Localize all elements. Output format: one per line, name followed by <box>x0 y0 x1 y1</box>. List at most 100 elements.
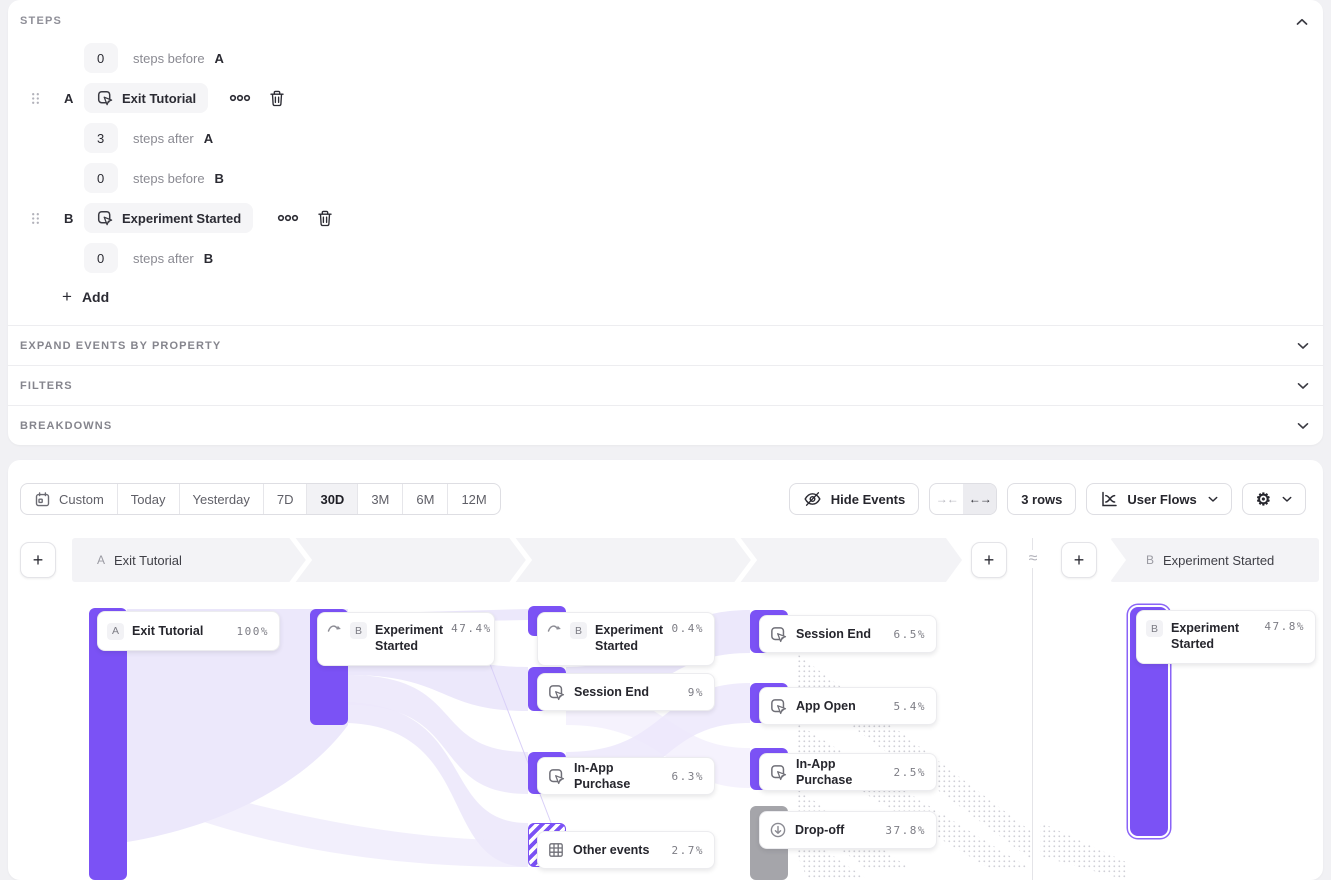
steps-after-a-input[interactable]: 3 <box>84 123 118 153</box>
gear-icon: ⚙ <box>1255 489 1271 509</box>
step-b-event-button[interactable]: Experiment Started <box>84 203 254 233</box>
steps-before-a-row: 0 steps before A <box>8 43 1323 73</box>
node-card-experiment-started-2[interactable]: B Experiment Started 0.4% <box>537 612 715 666</box>
steps-after-a-label: steps after A <box>133 130 214 146</box>
event-icon <box>97 90 113 106</box>
node-card-session-end[interactable]: Session End 9% <box>537 673 715 711</box>
step-a-more-button[interactable] <box>229 94 251 102</box>
node-card-experiment-started-final[interactable]: B Experiment Started 47.8% <box>1136 610 1316 664</box>
step-a-event-name: Exit Tutorial <box>122 90 197 106</box>
steps-before-a-input[interactable]: 0 <box>84 43 118 73</box>
drop-off-icon <box>769 821 787 839</box>
step-b-event-name: Experiment Started <box>122 210 242 226</box>
range-30d-selected[interactable]: 30D <box>307 484 359 514</box>
steps-after-b-row: 0 steps after B <box>8 243 1323 273</box>
node-card-drop-off[interactable]: Drop-off 37.8% <box>759 811 937 849</box>
kebab-icon <box>229 94 251 102</box>
range-custom[interactable]: Custom <box>21 484 118 514</box>
indirect-arrow-icon <box>547 622 562 633</box>
chevron-up-icon <box>1296 18 1308 25</box>
step-a-delete-button[interactable] <box>268 89 286 108</box>
indirect-arrow-icon <box>327 622 342 633</box>
trash-icon <box>318 210 332 226</box>
event-icon <box>97 210 113 226</box>
step-a-header-band[interactable]: A Exit Tutorial <box>72 538 962 582</box>
steps-before-b-input[interactable]: 0 <box>84 163 118 193</box>
user-flows-icon <box>1102 491 1118 507</box>
collapse-columns-button[interactable]: →← <box>935 492 959 506</box>
plus-icon: + <box>1073 549 1085 570</box>
settings-dropdown[interactable]: ⚙ <box>1241 483 1306 515</box>
step-b-delete-button[interactable] <box>316 209 334 228</box>
step-a-letter: A <box>64 90 74 106</box>
band-chevron-separators <box>72 538 962 582</box>
step-badge: B <box>570 622 587 639</box>
kebab-icon <box>277 214 299 222</box>
rows-count-button[interactable]: 3 rows <box>1007 483 1077 515</box>
node-card-in-app-purchase-2[interactable]: In-App Purchase 2.5% <box>759 753 937 791</box>
step-badge: B <box>1146 620 1163 637</box>
event-icon <box>547 767 566 786</box>
eye-off-icon <box>804 492 821 506</box>
steps-before-b-label: steps before B <box>133 170 224 186</box>
node-card-other-events[interactable]: Other events 2.7% <box>537 831 715 869</box>
chevron-down-icon <box>1208 496 1218 502</box>
node-card-session-end-2[interactable]: Session End 6.5% <box>759 615 937 653</box>
step-b-more-button[interactable] <box>277 214 299 222</box>
node-card-in-app-purchase[interactable]: In-App Purchase 6.3% <box>537 757 715 795</box>
event-icon <box>769 625 788 644</box>
range-3m[interactable]: 3M <box>358 484 404 514</box>
drag-handle-icon[interactable] <box>31 92 40 105</box>
chevron-down-icon <box>1297 422 1309 429</box>
step-b-header-band[interactable]: B Experiment Started <box>1110 538 1319 582</box>
steps-before-b-row: 0 steps before B <box>8 163 1323 193</box>
add-column-right-button[interactable]: + <box>1061 542 1097 578</box>
step-b-letter: B <box>64 210 74 226</box>
steps-title: STEPS <box>20 15 63 27</box>
drag-handle-icon[interactable] <box>31 212 40 225</box>
event-icon <box>769 763 788 782</box>
step-b-row: B Experiment Started <box>8 203 1323 233</box>
event-icon <box>769 697 788 716</box>
node-card-app-open[interactable]: App Open 5.4% <box>759 687 937 725</box>
step-a-row: A Exit Tutorial <box>8 83 1323 113</box>
range-today[interactable]: Today <box>118 484 180 514</box>
range-yesterday[interactable]: Yesterday <box>180 484 264 514</box>
range-12m[interactable]: 12M <box>461 491 487 507</box>
step-badge: B <box>350 622 367 639</box>
date-range-control: Custom Today Yesterday 7D 30D 3M 6M 12M <box>20 483 501 515</box>
calendar-icon <box>35 491 50 506</box>
steps-after-a-row: 3 steps after A <box>8 123 1323 153</box>
section-expand-events[interactable]: EXPAND EVENTS BY PROPERTY <box>8 325 1323 365</box>
section-filters[interactable]: FILTERS <box>8 365 1323 405</box>
step-a-header-label: A Exit Tutorial <box>97 552 182 568</box>
step-a-event-button[interactable]: Exit Tutorial <box>84 83 209 113</box>
node-card-experiment-started[interactable]: B Experiment Started 47.4% <box>317 612 495 666</box>
range-6m[interactable]: 6M <box>403 484 449 514</box>
plus-icon: + <box>983 549 995 570</box>
node-bar-exit-tutorial[interactable] <box>89 608 127 880</box>
collapse-steps-button[interactable] <box>1291 11 1313 33</box>
grid-icon <box>547 841 565 859</box>
section-breakdowns[interactable]: BREAKDOWNS <box>8 405 1323 445</box>
hide-events-button[interactable]: Hide Events <box>788 483 920 515</box>
steps-panel: STEPS 0 steps before A A Exit Tutorial <box>8 0 1323 445</box>
event-icon <box>547 683 566 702</box>
steps-after-b-input[interactable]: 0 <box>84 243 118 273</box>
add-column-middle-button[interactable]: + <box>971 542 1007 578</box>
expand-columns-button[interactable]: ←→ <box>963 484 997 514</box>
chevron-down-icon <box>1282 496 1292 502</box>
add-column-left-button[interactable]: + <box>20 542 56 578</box>
node-card-exit-tutorial[interactable]: A Exit Tutorial 100% <box>97 611 280 651</box>
view-type-dropdown[interactable]: User Flows <box>1086 483 1232 515</box>
approx-symbol: ≈ <box>1025 550 1041 568</box>
range-7d[interactable]: 7D <box>264 484 308 514</box>
steps-before-a-label: steps before A <box>133 50 224 66</box>
section-divider-line <box>1032 538 1033 880</box>
add-step-label: Add <box>81 289 110 305</box>
chevron-down-icon <box>1297 382 1309 389</box>
step-badge: A <box>107 622 124 640</box>
steps-after-b-label: steps after B <box>133 250 214 266</box>
plus-icon: + <box>32 549 44 570</box>
add-step-button[interactable]: + Add <box>62 287 109 307</box>
